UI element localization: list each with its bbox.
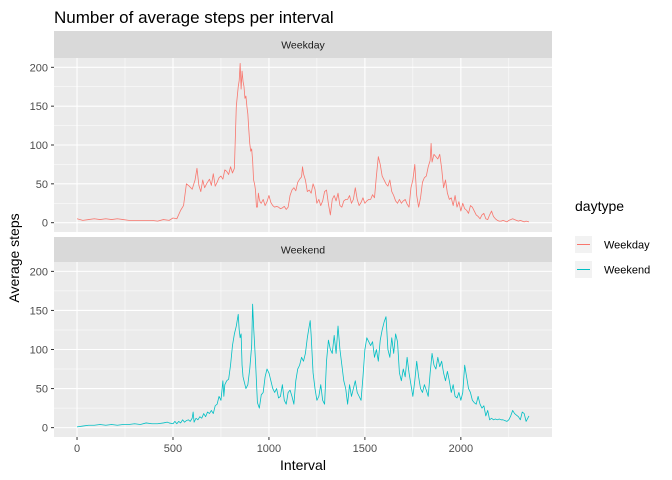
panel-weekend-strip <box>54 237 552 262</box>
panel-weekend-y-ticks: 0 50 100 150 200 <box>30 266 54 435</box>
y-tick-label: 200 <box>30 266 48 278</box>
x-tick-label: 0 <box>74 443 80 455</box>
x-tick-label: 1000 <box>257 443 281 455</box>
panel-weekend-strip-label: Weekend <box>281 245 325 257</box>
y-tick-label: 50 <box>36 179 48 191</box>
x-tick-label: 2000 <box>449 443 473 455</box>
panel-weekday-gridlines <box>54 58 552 232</box>
panel-weekday: Weekday 0 50 100 150 200 <box>30 31 552 232</box>
x-tick-label: 1500 <box>353 443 377 455</box>
panel-weekend-gridlines <box>54 262 552 437</box>
panel-weekday-strip-label: Weekday <box>281 40 325 52</box>
y-tick-label: 0 <box>42 218 48 230</box>
y-tick-label: 50 <box>36 384 48 396</box>
y-tick-label: 200 <box>30 62 48 74</box>
weekend-series-line <box>76 303 530 428</box>
x-axis-ticks: 0 500 1000 1500 2000 <box>74 437 473 455</box>
legend-label-weekend: Weekend <box>604 265 650 277</box>
legend-title: daytype <box>575 198 624 214</box>
y-tick-label: 100 <box>30 140 48 152</box>
panel-weekday-strip <box>54 31 552 58</box>
legend-item-weekday: Weekday <box>575 236 650 253</box>
legend-label-weekday: Weekday <box>604 240 650 252</box>
x-tick-label: 500 <box>164 443 182 455</box>
legend: daytype Weekday Weekend <box>575 198 650 278</box>
panel-weekday-y-ticks: 0 50 100 150 200 <box>30 62 54 230</box>
chart-title: Number of average steps per interval <box>54 8 334 27</box>
weekday-series-line <box>76 63 530 223</box>
x-axis-title: Interval <box>280 457 326 473</box>
panel-weekend: Weekend 0 50 100 150 200 <box>30 237 552 437</box>
y-tick-label: 150 <box>30 305 48 317</box>
legend-item-weekend: Weekend <box>575 261 650 278</box>
y-tick-label: 100 <box>30 345 48 357</box>
y-axis-title: Average steps <box>6 213 22 302</box>
y-tick-label: 0 <box>42 423 48 435</box>
y-tick-label: 150 <box>30 101 48 113</box>
